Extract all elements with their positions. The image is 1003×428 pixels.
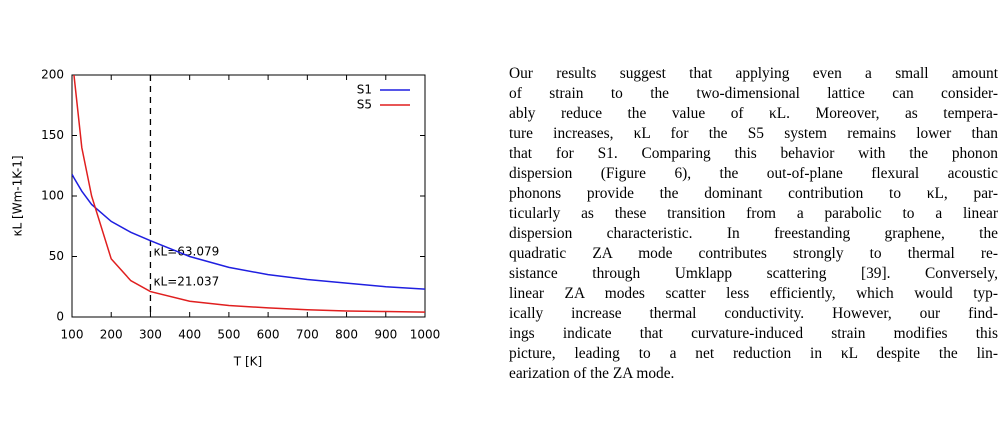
y-tick-label: 0 bbox=[56, 310, 64, 324]
text-line: quadratic ZA mode contributes strongly t… bbox=[509, 245, 998, 262]
text-line: Our results suggest that applying even a… bbox=[509, 65, 998, 82]
paragraph: Our results suggest that applying even a… bbox=[509, 64, 998, 384]
x-tick-label: 300 bbox=[139, 328, 162, 342]
x-tick-label: 500 bbox=[217, 328, 240, 342]
text-line: dispersion characteristic. In freestandi… bbox=[509, 225, 998, 242]
x-tick-label: 800 bbox=[335, 328, 358, 342]
x-tick-label: 600 bbox=[257, 328, 280, 342]
plot-frame bbox=[71, 74, 426, 318]
text-line: dispersion (Figure 6), the out-of-plane … bbox=[509, 165, 998, 182]
x-tick-label: 400 bbox=[178, 328, 201, 342]
text-line: ically increase thermal conductivity. Ho… bbox=[509, 305, 998, 322]
series-line bbox=[72, 173, 425, 290]
x-tick-label: 700 bbox=[296, 328, 319, 342]
x-tick-label: 1000 bbox=[410, 328, 441, 342]
annotation: κL=21.037 bbox=[153, 275, 219, 289]
series-line bbox=[73, 75, 425, 313]
y-tick-label: 150 bbox=[41, 128, 64, 142]
text-line: phonons provide the dominant contributio… bbox=[509, 185, 998, 202]
y-tick-label: 50 bbox=[49, 249, 64, 263]
y-axis-label: κL [Wm-1K-1] bbox=[11, 155, 25, 236]
text-line: picture, leading to a net reduction in κ… bbox=[509, 345, 998, 362]
text-line: that for S1. Comparing this behavior wit… bbox=[509, 145, 998, 162]
x-axis-label: T [K] bbox=[233, 355, 262, 369]
text-line: linear ZA modes scatter less efficiently… bbox=[509, 285, 998, 302]
text-line: ings indicate that curvature-induced str… bbox=[509, 325, 998, 342]
legend-label: S5 bbox=[357, 98, 372, 112]
text-line: earization of the ZA mode. bbox=[509, 365, 675, 382]
text-line: ably reduce the value of κL. Moreover, a… bbox=[509, 105, 998, 122]
text-line: sistance through Umklapp scattering [39]… bbox=[509, 265, 998, 282]
x-tick-label: 200 bbox=[100, 328, 123, 342]
y-tick-label: 200 bbox=[41, 68, 64, 82]
x-tick-label: 900 bbox=[374, 328, 397, 342]
text-line: of strain to the two-dimensional lattice… bbox=[509, 85, 998, 102]
x-tick-label: 100 bbox=[61, 328, 84, 342]
text-line: ture increases, κL for the S5 system rem… bbox=[509, 125, 998, 142]
legend-label: S1 bbox=[357, 83, 372, 97]
chart: T [K] κL [Wm-1K-1] 100 200 300 400 500 600 700… bbox=[11, 68, 441, 369]
text-line: ticularly as these transition from a par… bbox=[509, 205, 998, 222]
y-tick-label: 100 bbox=[41, 189, 64, 203]
